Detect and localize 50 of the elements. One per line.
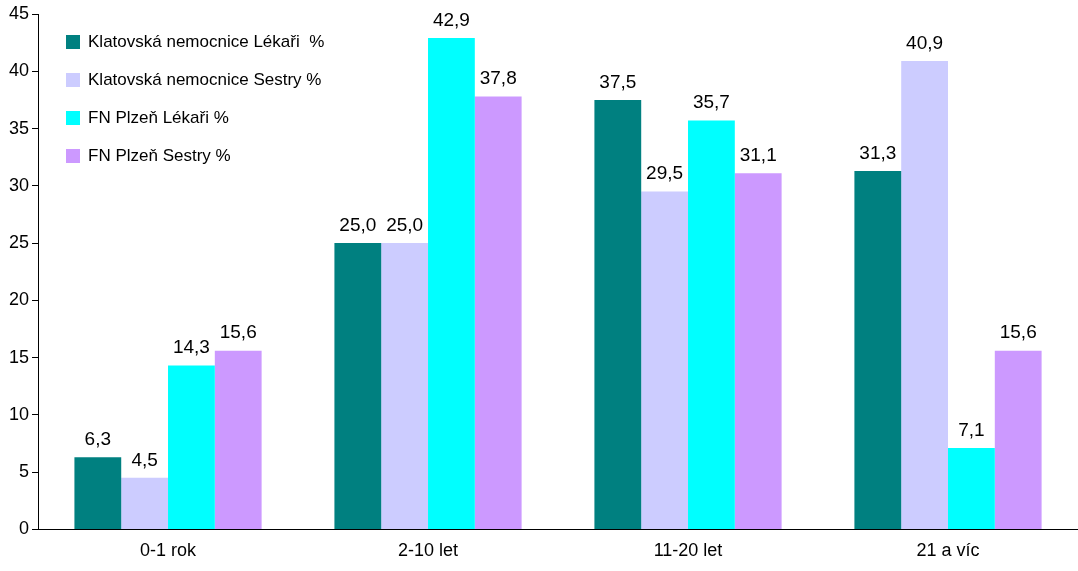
data-label: 25,0 [339, 213, 377, 235]
data-label: 4,5 [131, 448, 158, 470]
bar [994, 350, 1042, 529]
legend-label: FN Plzeň Sestry % [88, 145, 231, 165]
bar [474, 96, 522, 529]
data-label: 40,9 [906, 31, 944, 53]
bar [948, 448, 995, 529]
data-label: 35,7 [692, 91, 730, 113]
bar [734, 173, 782, 529]
bar [381, 243, 429, 529]
data-label: 31,3 [859, 141, 897, 163]
bar [594, 99, 642, 529]
bar [854, 170, 902, 529]
data-label: 25,0 [386, 213, 424, 235]
bar [688, 120, 735, 529]
data-label: 37,8 [479, 67, 517, 89]
bar [121, 477, 169, 529]
bar [901, 60, 948, 529]
legend-label: Klatovská nemocnice Sestry % [88, 69, 322, 89]
y-tick-label: 45 [8, 2, 30, 23]
y-tick-label: 10 [8, 403, 30, 424]
data-label: 29,5 [646, 162, 684, 184]
y-tick-label: 25 [8, 232, 30, 253]
bar [334, 243, 382, 529]
y-tick-label: 5 [19, 461, 30, 482]
y-tick-label: 40 [8, 60, 30, 81]
x-tick-label: 0-1 rok [140, 540, 198, 561]
x-tick-label: 11-20 let [653, 540, 723, 561]
data-label: 31,1 [739, 143, 777, 165]
data-label: 6,3 [84, 427, 112, 449]
data-label: 37,5 [599, 70, 637, 92]
data-label: 15,6 [219, 321, 257, 343]
y-tick-label: 30 [8, 174, 30, 195]
data-label: 7,1 [958, 418, 985, 440]
data-label: 42,9 [432, 8, 470, 30]
x-tick-label: 2-10 let [397, 540, 459, 561]
legend-label: FN Plzeň Lékaři % [88, 107, 229, 127]
x-tick-label: 21 a víc [916, 540, 980, 561]
y-tick-label: 15 [8, 346, 30, 367]
y-tick-label: 35 [8, 117, 30, 138]
bar [428, 38, 475, 529]
bar [168, 365, 215, 529]
bar [214, 350, 262, 529]
bar [641, 191, 689, 529]
legend-label: Klatovská nemocnice Lékaři % [88, 31, 325, 51]
y-tick-label: 20 [8, 289, 30, 310]
bar [74, 457, 122, 529]
data-label: 14,3 [172, 336, 210, 358]
y-tick-label: 0 [19, 518, 30, 539]
data-label: 15,6 [999, 321, 1037, 343]
